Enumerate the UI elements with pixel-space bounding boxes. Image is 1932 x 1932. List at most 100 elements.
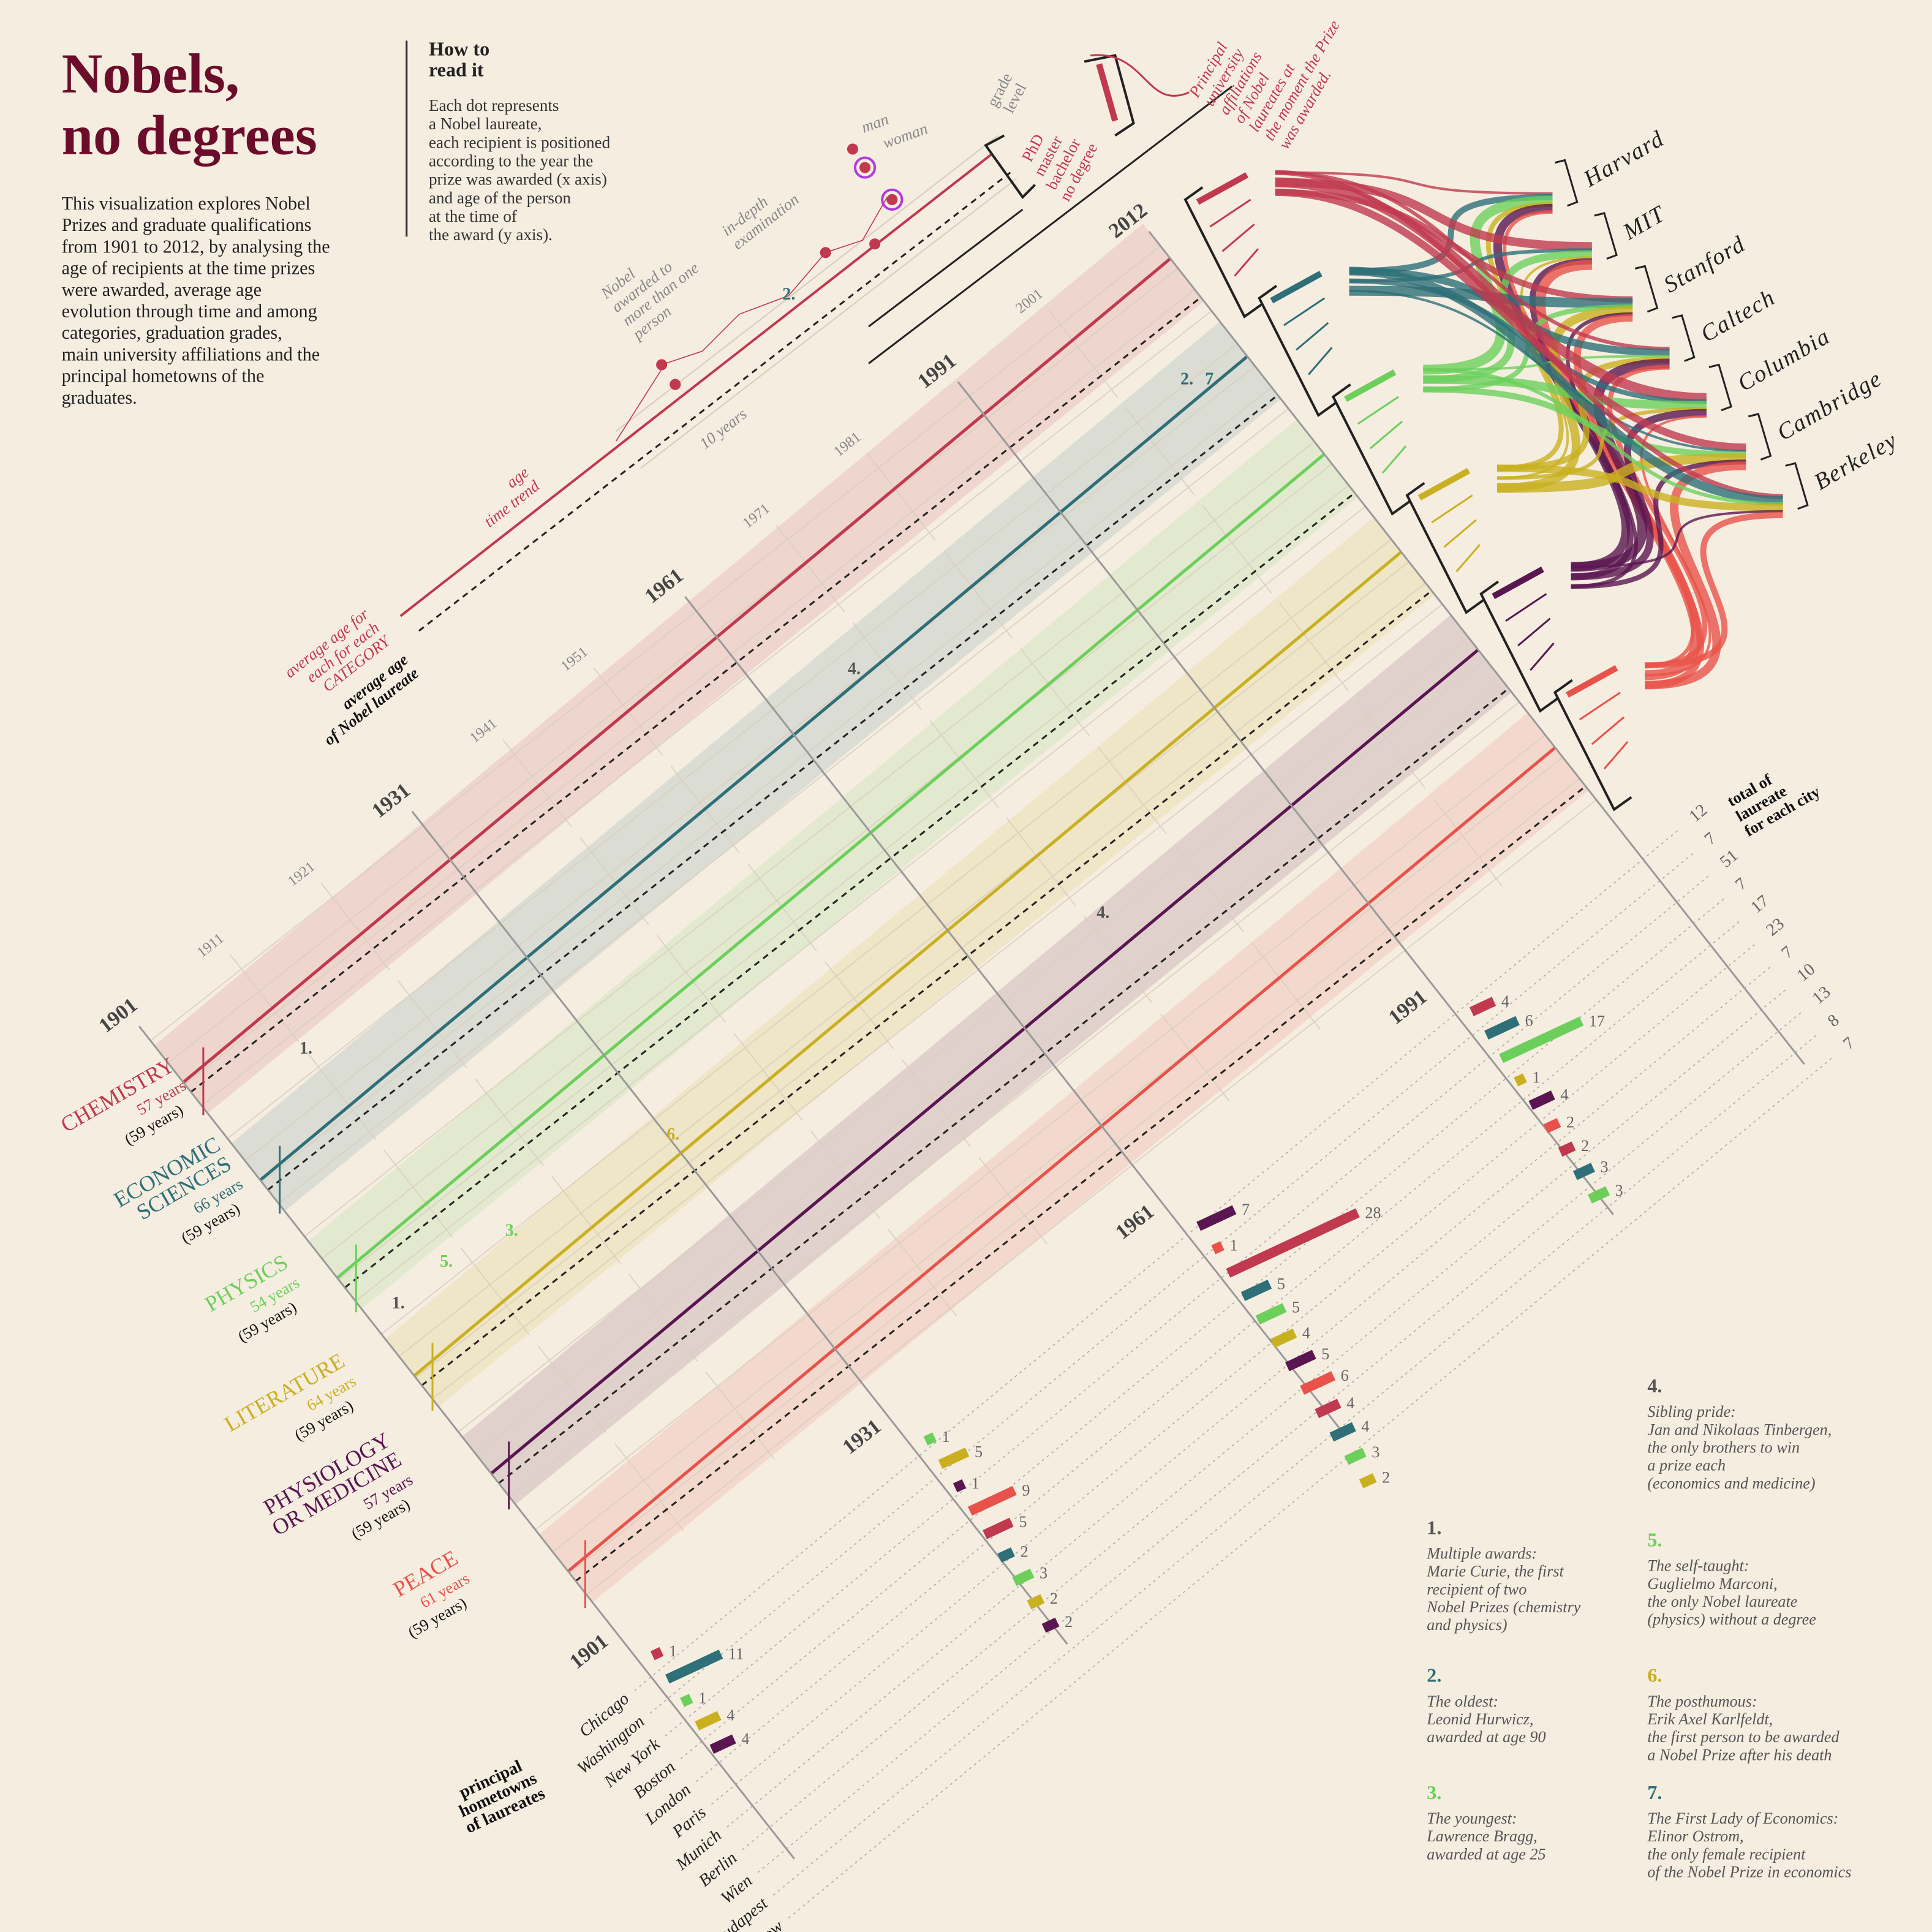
flow	[1275, 177, 1707, 403]
university-tick	[1672, 314, 1696, 362]
grade-bar	[1443, 519, 1477, 548]
title-line: no degrees	[62, 104, 317, 167]
grade-bracket	[1331, 383, 1411, 516]
man-symbol	[847, 143, 858, 155]
grade-bar	[1505, 593, 1547, 622]
city-line	[772, 1033, 1820, 1896]
grid-line	[355, 506, 1366, 1302]
flow	[1571, 510, 1783, 568]
grid-line	[244, 365, 1256, 1161]
grid-line	[1125, 407, 1195, 496]
city-bar-label: 6	[1341, 1367, 1349, 1384]
how-to-text: Each dot represents	[429, 96, 559, 115]
city-bar	[1572, 1163, 1595, 1180]
grid-line	[475, 658, 1487, 1455]
city-bar-label: 5	[1321, 1345, 1329, 1363]
grid-line	[167, 268, 1179, 1063]
city-bar-label: 2	[1581, 1137, 1589, 1155]
average-line	[190, 296, 1202, 1093]
note-line: of the Nobel Prize in economics	[1647, 1863, 1851, 1881]
city-bar	[1499, 1016, 1584, 1063]
flow	[1496, 453, 1746, 493]
note-marker: 4.	[848, 659, 861, 678]
woman-symbol	[859, 162, 871, 173]
grid-line	[1083, 916, 1153, 1004]
note-line: Jan and Nikolaas Tinbergen,	[1647, 1421, 1832, 1438]
grid-line	[1048, 309, 1118, 398]
how-to-text: the award (y axis).	[429, 225, 553, 244]
city-bar-label: 2	[1021, 1542, 1028, 1560]
note-marker: 1.	[392, 1294, 405, 1313]
how-to-text: each recipient is positioned	[429, 133, 611, 151]
trend-line	[399, 153, 993, 617]
grid-line	[866, 453, 936, 541]
grid-line	[943, 551, 1013, 639]
grid-line	[775, 524, 845, 613]
grid-line	[640, 178, 1017, 469]
grid-line	[398, 980, 467, 1068]
note-line: Elinor Ostrom,	[1647, 1827, 1743, 1845]
category-bands: 1901193119611991201219111921194119511971…	[95, 199, 1805, 1860]
grid-line	[381, 538, 1392, 1335]
grid-line	[1202, 505, 1272, 594]
sample-dot	[656, 359, 668, 371]
note-number: 1.	[1427, 1516, 1441, 1538]
grade-bar	[1517, 617, 1551, 647]
intro-line: were awarded, average age	[62, 279, 262, 300]
sample-dot	[820, 247, 831, 258]
city-line	[649, 850, 1696, 1714]
city-bar	[1027, 1594, 1045, 1610]
city-bar	[1344, 1447, 1367, 1465]
note-line: a Nobel Prize after his death	[1647, 1746, 1832, 1764]
city-bar-label: 3	[1601, 1158, 1609, 1176]
grid-line	[460, 1247, 530, 1336]
city-bar-label: 6	[1525, 1011, 1533, 1029]
grid-line	[551, 1175, 621, 1264]
grid-line	[306, 1052, 376, 1140]
grid-line	[1433, 799, 1503, 887]
university-tick	[1748, 413, 1772, 461]
grade-bar	[1196, 172, 1249, 205]
note-marker: 2.	[1180, 370, 1193, 389]
grade-bar	[1603, 741, 1629, 770]
grade-bar	[1296, 322, 1329, 351]
grade-bar	[1096, 63, 1119, 122]
grade-bar	[1530, 643, 1555, 671]
flow	[1496, 464, 1783, 511]
grade-bracket	[1405, 481, 1484, 614]
city-bar-label: 3	[1040, 1564, 1047, 1582]
city-line	[665, 874, 1712, 1737]
grade-bar	[1369, 420, 1403, 450]
city-line	[711, 941, 1758, 1805]
grid-line	[569, 778, 1580, 1574]
flow	[1496, 306, 1633, 492]
grid-line	[383, 1150, 453, 1238]
grid-line	[432, 603, 1443, 1400]
city-bar	[1012, 1568, 1035, 1587]
note-line: the only brothers to win	[1647, 1439, 1800, 1457]
grid-line	[398, 561, 1409, 1357]
grid-line	[304, 441, 1315, 1237]
note-line: Sibling pride:	[1647, 1403, 1735, 1421]
city-bar-label: 2	[1065, 1613, 1073, 1631]
note-marker: 4.	[1096, 904, 1109, 923]
grid-line	[1251, 941, 1321, 1030]
city-bar-label: 9	[1022, 1481, 1030, 1499]
note-line: the first person to be awarded	[1647, 1728, 1840, 1746]
grade-bar	[1431, 494, 1473, 524]
how-to-text: a Nobel laureate,	[429, 115, 542, 133]
grid-line	[502, 739, 572, 828]
flow	[1423, 375, 1707, 410]
average-line	[267, 394, 1278, 1191]
note-number: 3.	[1427, 1781, 1441, 1803]
intro-line: principal hometowns of the	[62, 366, 265, 387]
university-tick	[1634, 265, 1659, 313]
average-line	[498, 687, 1509, 1484]
grade-bar	[1357, 396, 1399, 425]
grade-bar	[1455, 544, 1481, 573]
university-tick	[1594, 212, 1618, 260]
intro-line: age of recipients at the time prizes	[62, 258, 315, 279]
note-number: 2.	[1427, 1664, 1441, 1686]
how-to-diagram	[399, 54, 1233, 632]
grid-line	[1020, 649, 1090, 737]
